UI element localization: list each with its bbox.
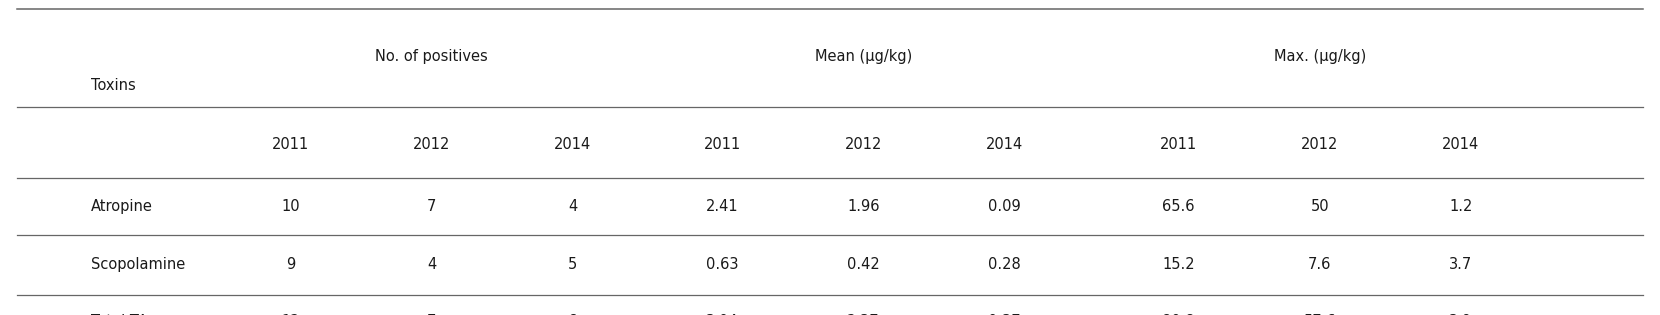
Text: 2014: 2014 xyxy=(554,137,591,152)
Text: Atropine: Atropine xyxy=(91,199,153,214)
Text: 2011: 2011 xyxy=(704,137,740,152)
Text: 7: 7 xyxy=(427,199,437,214)
Text: 0.28: 0.28 xyxy=(988,257,1021,272)
Text: 2011: 2011 xyxy=(1160,137,1197,152)
Text: Scopolamine: Scopolamine xyxy=(91,257,186,272)
Text: 0.37: 0.37 xyxy=(988,314,1021,315)
Text: Toxins: Toxins xyxy=(91,77,136,93)
Text: 80.8: 80.8 xyxy=(1162,314,1195,315)
Text: 2.37: 2.37 xyxy=(847,314,880,315)
Text: 4: 4 xyxy=(427,257,437,272)
Text: 3.7: 3.7 xyxy=(1449,257,1472,272)
Text: 12: 12 xyxy=(281,314,300,315)
Text: 6: 6 xyxy=(568,314,578,315)
Text: 0.63: 0.63 xyxy=(706,257,739,272)
Text: 0.09: 0.09 xyxy=(988,199,1021,214)
Text: 5: 5 xyxy=(568,257,578,272)
Text: Max. (μg/kg): Max. (μg/kg) xyxy=(1273,49,1366,64)
Text: 2014: 2014 xyxy=(986,137,1023,152)
Text: 3.9: 3.9 xyxy=(1449,314,1472,315)
Text: Mean (μg/kg): Mean (μg/kg) xyxy=(815,49,911,64)
Text: 15.2: 15.2 xyxy=(1162,257,1195,272)
Text: 7: 7 xyxy=(427,314,437,315)
Text: 65.6: 65.6 xyxy=(1162,199,1195,214)
Text: 1.96: 1.96 xyxy=(847,199,880,214)
Text: 2014: 2014 xyxy=(1443,137,1479,152)
Text: 2012: 2012 xyxy=(845,137,881,152)
Text: 2.41: 2.41 xyxy=(706,199,739,214)
Text: No. of positives: No. of positives xyxy=(375,49,488,64)
Text: 0.42: 0.42 xyxy=(847,257,880,272)
Text: 2012: 2012 xyxy=(413,137,450,152)
Text: 57.6: 57.6 xyxy=(1303,314,1336,315)
Text: Total TAs: Total TAs xyxy=(91,314,156,315)
Text: 2011: 2011 xyxy=(272,137,309,152)
Text: 50: 50 xyxy=(1310,199,1330,214)
Text: 3.04: 3.04 xyxy=(706,314,739,315)
Text: 9: 9 xyxy=(286,257,295,272)
Text: 4: 4 xyxy=(568,199,578,214)
Text: 2012: 2012 xyxy=(1301,137,1338,152)
Text: 1.2: 1.2 xyxy=(1449,199,1472,214)
Text: 10: 10 xyxy=(281,199,300,214)
Text: 7.6: 7.6 xyxy=(1308,257,1331,272)
